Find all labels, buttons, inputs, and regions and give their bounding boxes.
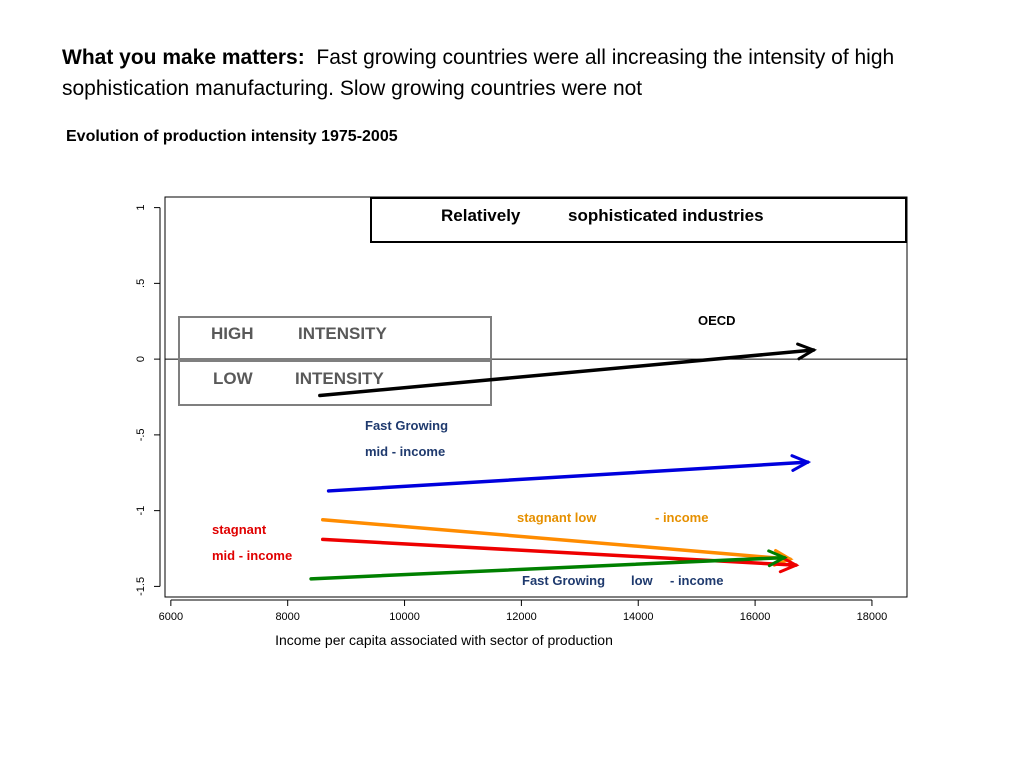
box-label-part1: Relatively <box>441 206 521 225</box>
x-tick-label: 12000 <box>506 611 537 623</box>
y-tick-label: 1 <box>135 205 147 211</box>
stagnant-low-label-part1: stagnant low <box>517 510 597 525</box>
sophisticated-industries-box <box>370 197 907 243</box>
stagnant-low-label-part2: - income <box>655 510 708 525</box>
label-group: OECD Fast Growing mid - income stagnant low… <box>212 313 736 588</box>
high-intensity-word1: HIGH <box>211 324 254 343</box>
y-tick-label: .5 <box>135 279 147 288</box>
y-tick-label: -.5 <box>135 428 147 441</box>
y-tick-label: 0 <box>135 356 147 362</box>
high-intensity-word2: INTENSITY <box>298 324 387 343</box>
oecd-label: OECD <box>698 313 736 328</box>
series-arrowhead-4 <box>767 549 788 568</box>
fast-low-label-part3: - income <box>670 573 723 588</box>
series-group <box>309 342 817 581</box>
y-tick-label: -1 <box>135 506 147 516</box>
box-label-part2: sophisticated industries <box>568 206 764 225</box>
x-tick-label: 18000 <box>857 611 888 623</box>
fast-low-label-part1: Fast Growing <box>522 573 605 588</box>
x-tick-label: 6000 <box>159 611 183 623</box>
y-tick-label: -1.5 <box>135 577 147 596</box>
chart-subtitle: Evolution of production intensity 1975-2… <box>66 128 398 145</box>
x-axis-title: Income per capita associated with sector… <box>275 632 613 648</box>
series-arrow-2 <box>320 517 792 561</box>
stagnant-mid-label-line2: mid - income <box>212 548 292 563</box>
x-tick-label: 14000 <box>623 611 654 623</box>
high-intensity-box <box>178 316 492 360</box>
series-arrow-0 <box>318 348 816 398</box>
annotation-group: Relatively sophisticated industries HIGH IN… <box>178 197 907 406</box>
headline-text: Fast growing countries were all increasi… <box>62 46 895 100</box>
low-intensity-word1: LOW <box>213 369 254 388</box>
series-arrowhead-0 <box>796 342 817 361</box>
fast-mid-label-line1: Fast Growing <box>365 418 448 433</box>
series-arrowhead-1 <box>790 454 812 472</box>
headline-bold: What you make matters: <box>62 46 305 69</box>
series-arrow-1 <box>326 460 810 493</box>
series-arrowhead-3 <box>778 555 800 574</box>
stagnant-mid-label-line1: stagnant <box>212 522 267 537</box>
x-tick-label: 8000 <box>275 611 299 623</box>
headline: What you make matters: Fast growing coun… <box>62 42 962 104</box>
x-tick-label: 10000 <box>389 611 420 623</box>
x-tick-label: 16000 <box>740 611 771 623</box>
fast-mid-label-line2: mid - income <box>365 444 445 459</box>
low-intensity-word2: INTENSITY <box>295 369 384 388</box>
series-arrow-4 <box>309 555 787 581</box>
low-intensity-box <box>178 360 492 406</box>
fast-low-label-part2: low <box>631 573 654 588</box>
axes-group: 6000 8000 10000 12000 14000 16000 18000 1 .5 0 -.5… <box>135 196 908 648</box>
